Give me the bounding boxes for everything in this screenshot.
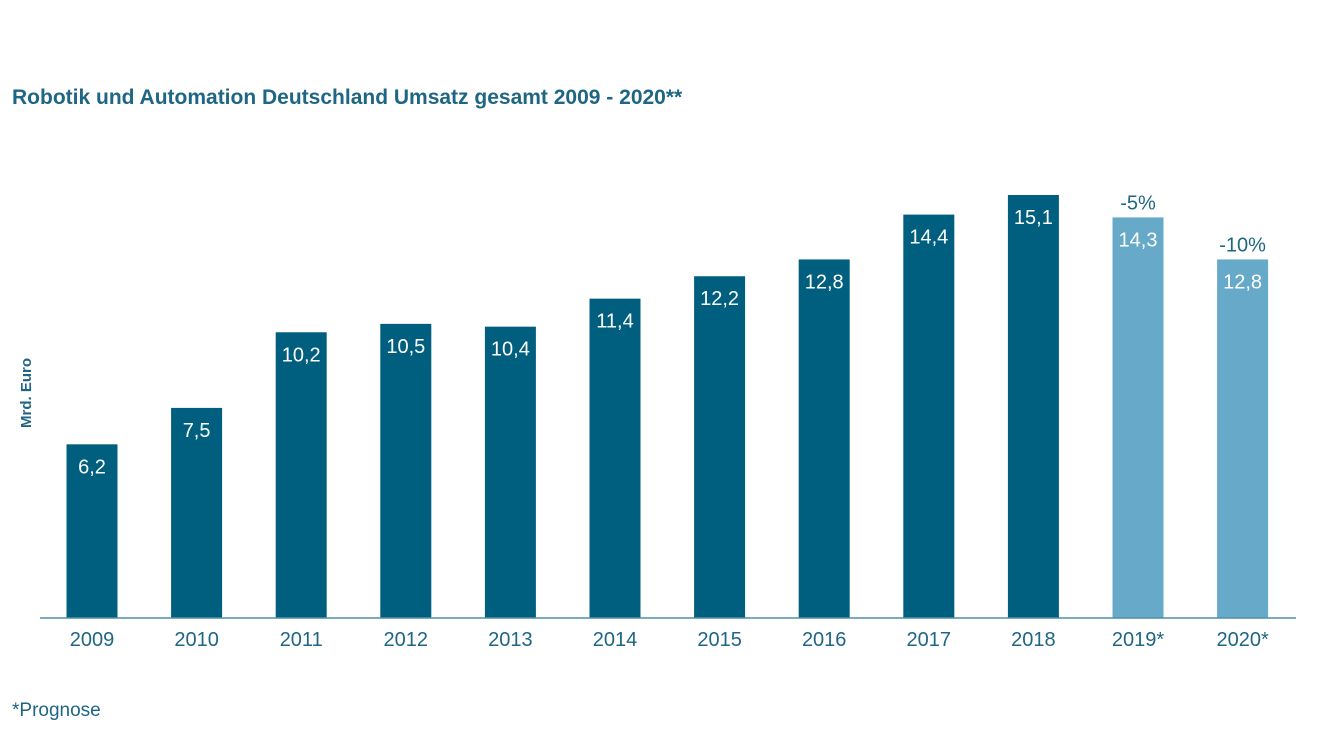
- bar-2017: [903, 214, 955, 619]
- bar-2016: [798, 259, 850, 618]
- x-tick-label: 2014: [593, 629, 638, 651]
- bar-value-label: 6,2: [78, 456, 106, 478]
- x-tick-label: 2012: [384, 629, 429, 651]
- x-tick-label: 2019*: [1112, 629, 1164, 651]
- bar-value-label: 12,2: [700, 288, 739, 310]
- bar-2012: [380, 323, 432, 618]
- bar-2009: [66, 444, 118, 618]
- bar-value-label: 14,3: [1119, 229, 1158, 251]
- footnote: *Prognose: [12, 700, 101, 721]
- bar-value-label: 10,4: [491, 339, 530, 361]
- x-tick-label: 2015: [697, 629, 742, 651]
- bar-2020: [1217, 259, 1269, 618]
- change-label: -10%: [1219, 234, 1266, 256]
- change-label: -5%: [1120, 192, 1156, 214]
- y-axis-label: Mrd. Euro: [18, 358, 35, 428]
- bar-2013: [484, 326, 536, 618]
- bar-value-label: 10,2: [282, 344, 321, 366]
- x-tick-label: 2013: [488, 629, 533, 651]
- bar-2015: [694, 276, 746, 618]
- bar-value-label: 12,8: [805, 271, 844, 293]
- bar-2011: [275, 332, 327, 618]
- x-tick-label: 2010: [174, 629, 219, 651]
- bar-value-label: 7,5: [183, 420, 211, 442]
- bar-2010: [171, 407, 223, 618]
- x-tick-label: 2009: [70, 629, 115, 651]
- bar-2018: [1007, 195, 1059, 618]
- x-tick-label: 2016: [802, 629, 847, 651]
- x-tick-label: 2018: [1011, 629, 1056, 651]
- bar-2014: [589, 298, 641, 618]
- x-tick-label: 2017: [907, 629, 952, 651]
- bar-value-label: 14,4: [909, 227, 948, 249]
- x-tick-label: 2011: [280, 629, 323, 651]
- bar-value-label: 15,1: [1014, 207, 1053, 229]
- bar-2019: [1112, 217, 1164, 619]
- chart-title: Robotik und Automation Deutschland Umsat…: [12, 86, 683, 109]
- x-tick-label: 2020*: [1216, 629, 1268, 651]
- bar-value-label: 11,4: [596, 311, 633, 333]
- bar-value-label: 12,8: [1223, 271, 1262, 293]
- bar-value-label: 10,5: [386, 336, 425, 358]
